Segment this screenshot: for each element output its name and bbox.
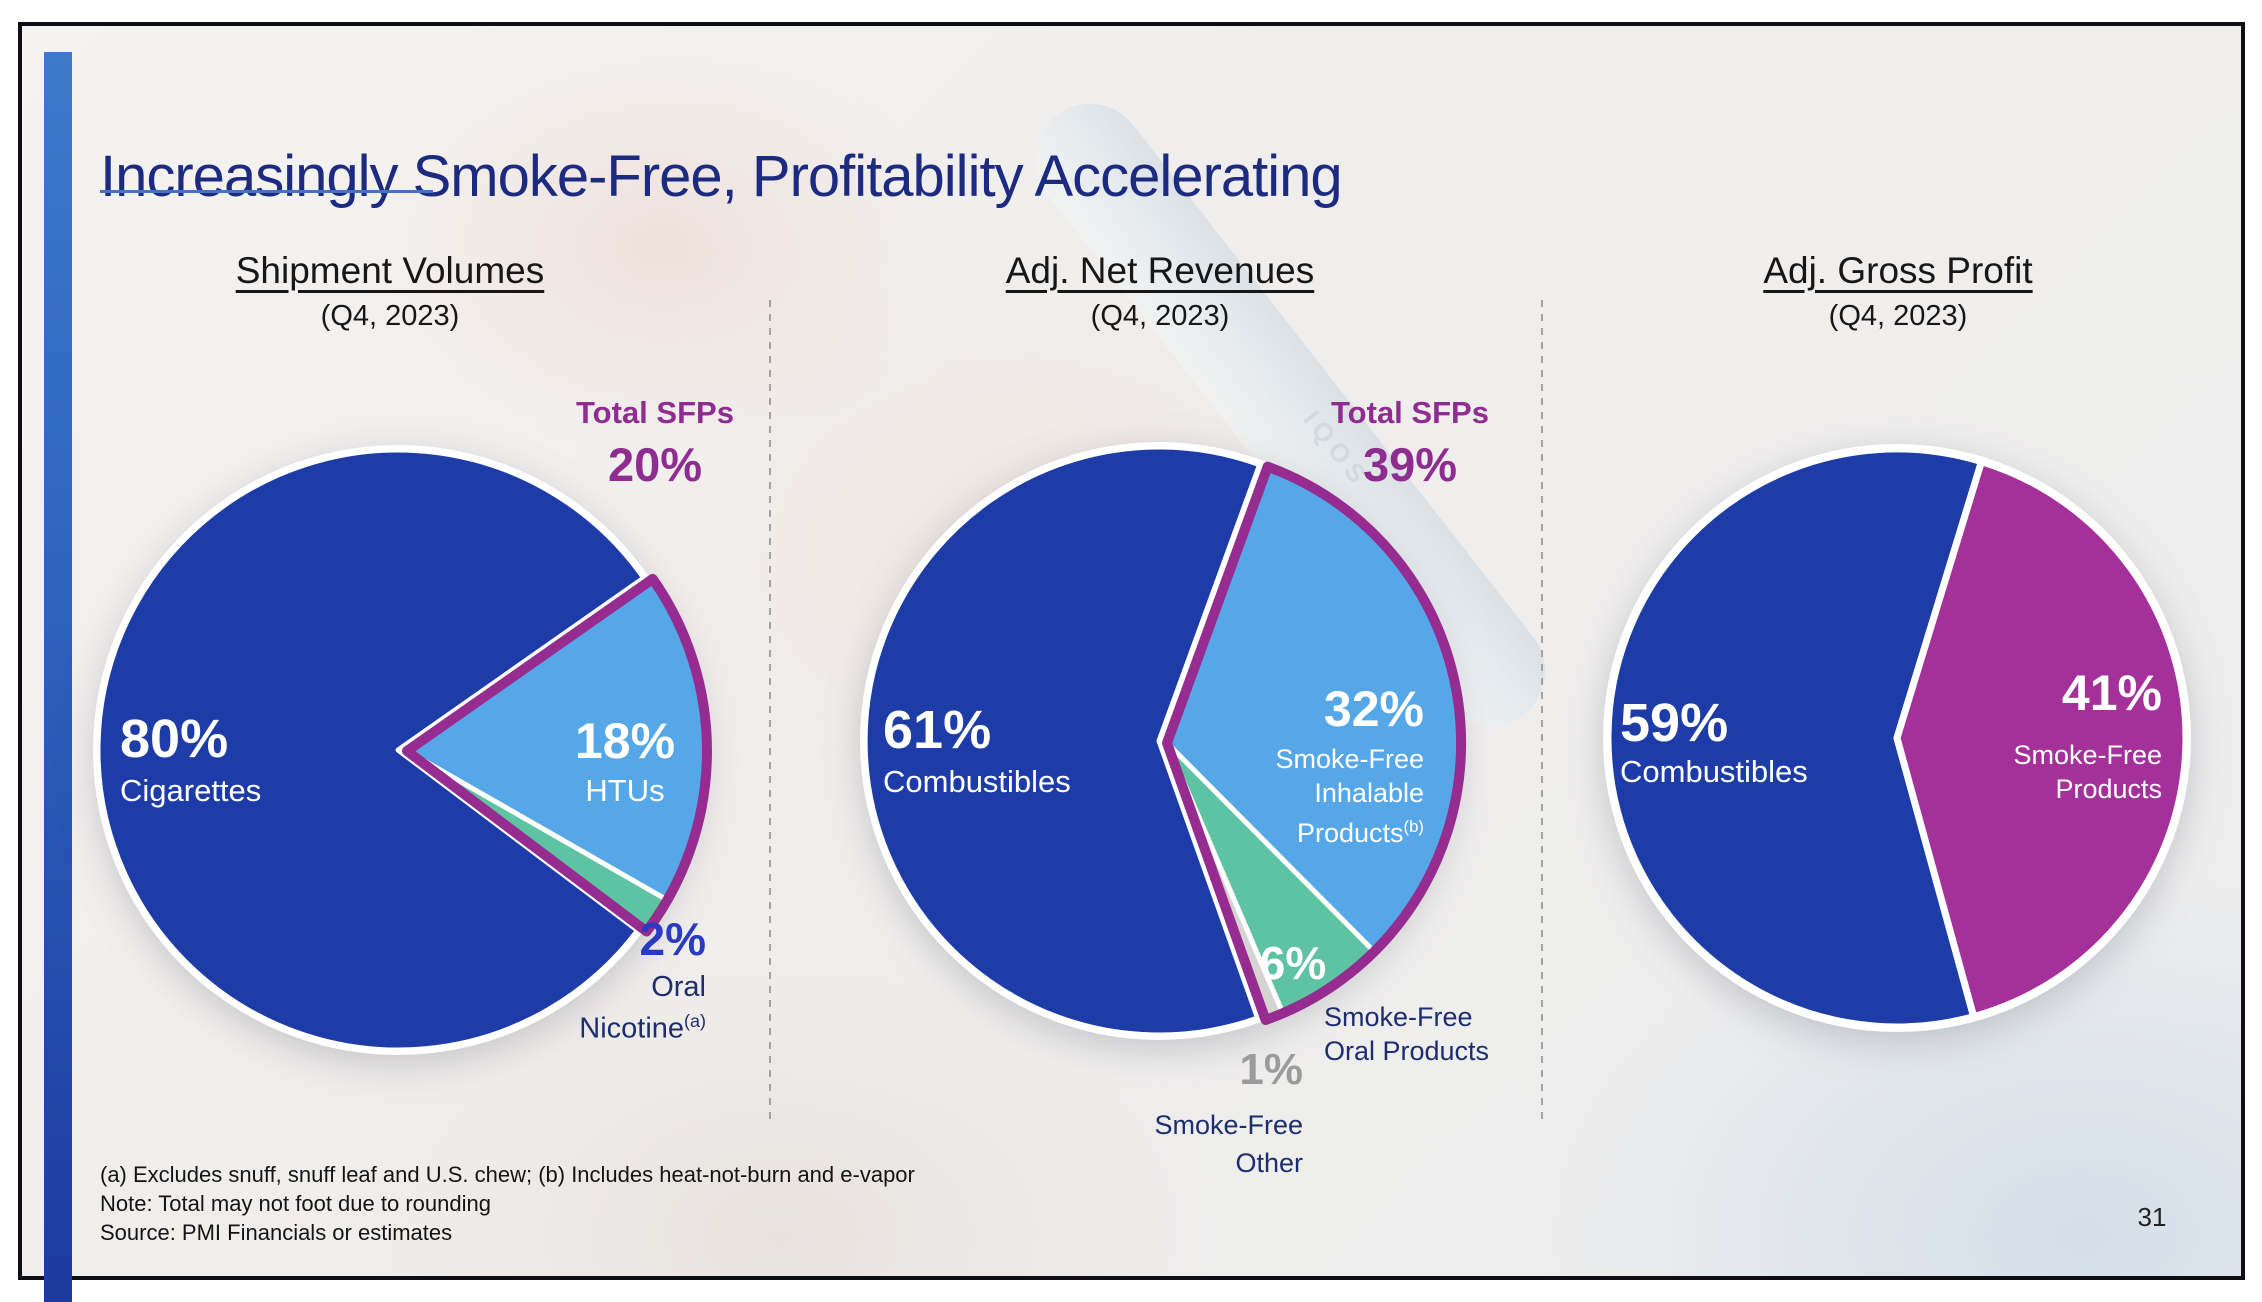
total-sfps-label: Total SFPs	[576, 395, 734, 430]
pie1-cigarettes-label: 80% Cigarettes	[120, 712, 261, 806]
footnote-marker-a: (a)	[684, 1011, 706, 1031]
column-divider-1	[769, 300, 771, 1122]
pie2-inhalable-pct: 32%	[1323, 681, 1424, 737]
total-sfps-callout-revenues: Total SFPs 39%	[1280, 395, 1540, 492]
pie3-combustibles-label: 59% Combustibles	[1620, 696, 1808, 787]
column-title: Shipment Volumes	[235, 250, 545, 291]
column-subtitle: (Q4, 2023)	[320, 300, 460, 332]
footnote-line-1: (a) Excludes snuff, snuff leaf and U.S. …	[100, 1162, 915, 1187]
column-title: Adj. Gross Profit	[1763, 250, 2033, 291]
column-header-adj-gross-profit: Adj. Gross Profit (Q4, 2023)	[1648, 250, 2148, 333]
total-sfps-label: Total SFPs	[1331, 395, 1489, 430]
pie2-other-line1: Smoke-Free	[1154, 1110, 1303, 1140]
title-underline	[100, 190, 433, 193]
pie1-cigarettes-pct: 80%	[120, 709, 229, 769]
pie2-oral-line2: Oral Products	[1324, 1036, 1490, 1066]
total-sfps-value: 20%	[607, 438, 703, 491]
sfp-wedge-group	[1893, 458, 2190, 1021]
pie1-htus-label: 18% HTUs	[505, 716, 745, 806]
pie2-inhalable-line3-text: Products	[1296, 818, 1404, 848]
pie2-oral-pct: 6%	[1259, 937, 1327, 989]
sfp-wedge-group	[402, 573, 712, 937]
total-sfps-value: 39%	[1362, 438, 1458, 491]
pie1-oral-nicotine-label: 2% Oral Nicotine(a)	[500, 916, 706, 1046]
pie3-sfp-line2: Products	[2055, 774, 2162, 804]
pie-slice-combustibles	[1604, 445, 1985, 1031]
column-header-shipment-volumes: Shipment Volumes (Q4, 2023)	[140, 250, 640, 333]
footnote-line-3: Source: PMI Financials or estimates	[100, 1220, 453, 1245]
pie2-other-line2: Other	[1235, 1148, 1303, 1178]
footnote-line-2: Note: Total may not foot due to rounding	[100, 1191, 491, 1216]
page-number: 31	[2137, 1202, 2167, 1232]
footnote-marker-b: (b)	[1403, 817, 1424, 836]
pie3-sfp-line1: Smoke-Free	[2013, 740, 2162, 770]
pie2-combustibles-name: Combustibles	[883, 764, 1071, 799]
pie3-sfp-pct: 41%	[2061, 665, 2162, 721]
pie2-oral-line1: Smoke-Free	[1324, 1002, 1473, 1032]
pie1-htus-pct: 18%	[574, 713, 676, 769]
sfp-outline-ring	[1162, 461, 1467, 1025]
pie2-oral-products-label: Smoke-Free Oral Products	[1324, 1000, 1489, 1068]
pie2-inhalable-line3: Products(b)	[1275, 810, 1424, 850]
pie-chart-adj-gross-profit	[1603, 444, 2191, 1032]
pie2-other-pct: 1%	[1239, 1045, 1303, 1094]
pie1-cigarettes-name: Cigarettes	[120, 773, 262, 808]
sfp-outline-ring	[402, 573, 712, 937]
pie3-sfp-label: 41% Smoke-Free Products	[2013, 668, 2162, 806]
pie-chart-shipment-volumes	[93, 445, 712, 1055]
column-header-adj-net-revenues: Adj. Net Revenues (Q4, 2023)	[910, 250, 1410, 333]
pie1-oral-line2: Nicotine(a)	[500, 1004, 706, 1046]
pie-slice-cigarettes	[95, 447, 647, 1053]
sfp-wedge-group	[1162, 461, 1467, 1025]
left-accent-bar	[44, 52, 72, 1302]
pie2-inhalable-label: 32% Smoke-Free Inhalable Products(b)	[1275, 684, 1424, 850]
total-sfps-callout-shipment: Total SFPs 20%	[525, 395, 785, 492]
pie1-oral-line1: Oral	[651, 971, 706, 1003]
pie2-combustibles-pct: 61%	[883, 700, 992, 760]
pie2-inhalable-line2: Inhalable	[1314, 778, 1424, 808]
page-title: Increasingly Smoke-Free, Profitability A…	[100, 143, 1343, 209]
pie1-oral-pct: 2%	[639, 913, 706, 965]
pie2-inhalable-line1: Smoke-Free	[1275, 744, 1424, 774]
pie1-oral-line2-text: Nicotine	[579, 1012, 685, 1045]
pie2-combustibles-label: 61% Combustibles	[883, 703, 1071, 797]
pie3-combustibles-name: Combustibles	[1620, 754, 1808, 789]
pie-slice-smoke-free-products	[1893, 458, 2190, 1021]
column-title: Adj. Net Revenues	[1005, 250, 1315, 291]
column-divider-2	[1541, 300, 1543, 1122]
pie1-htus-name: HTUs	[585, 773, 665, 808]
pie-chart-adj-net-revenues	[860, 442, 1467, 1040]
pie3-combustibles-pct: 59%	[1620, 693, 1729, 753]
column-subtitle: (Q4, 2023)	[1828, 300, 1968, 332]
pie-slice-combustibles	[862, 444, 1263, 1038]
footnotes: (a) Excludes snuff, snuff leaf and U.S. …	[100, 1160, 915, 1247]
column-subtitle: (Q4, 2023)	[1090, 300, 1230, 332]
pie2-other-label: 1% Smoke-Free Other	[1154, 1048, 1303, 1182]
